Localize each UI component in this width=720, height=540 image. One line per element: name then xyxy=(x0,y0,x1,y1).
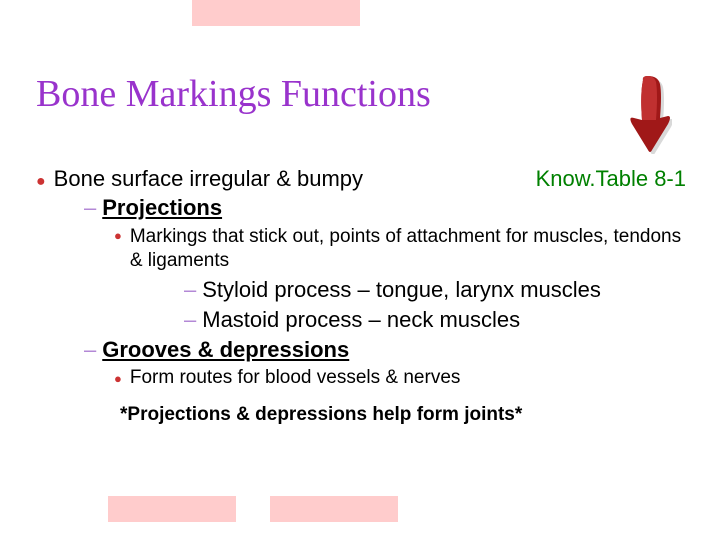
grooves-desc-row: ● Form routes for blood vessels & nerves xyxy=(114,367,696,390)
example-mastoid: – Mastoid process – neck muscles xyxy=(184,307,696,333)
down-arrow-icon xyxy=(628,74,672,154)
slide-title: Bone Markings Functions xyxy=(36,72,431,116)
projections-desc: Markings that stick out, points of attac… xyxy=(130,225,696,273)
content-body: ● Bone surface irregular & bumpy Know.Ta… xyxy=(36,166,696,426)
level1-text: Bone surface irregular & bumpy xyxy=(54,166,363,192)
projections-desc-row: ● Markings that stick out, points of att… xyxy=(114,225,696,273)
know-table-label: Know.Table 8-1 xyxy=(536,166,686,192)
decor-stripe-top xyxy=(192,0,360,26)
decor-stripe-bottom-1 xyxy=(108,496,236,522)
bullet-icon: ● xyxy=(114,368,122,390)
summary-line: *Projections & depressions help form joi… xyxy=(120,404,696,426)
bullet-icon: ● xyxy=(114,225,122,247)
projections-heading: – Projections xyxy=(84,195,696,221)
grooves-label: Grooves & depressions xyxy=(102,337,349,363)
example-styloid: – Styloid process – tongue, larynx muscl… xyxy=(184,277,696,303)
bullet-icon: ● xyxy=(36,169,46,195)
bullet-level1: ● Bone surface irregular & bumpy Know.Ta… xyxy=(36,166,696,195)
dash-icon: – xyxy=(84,195,96,221)
dash-icon: – xyxy=(184,277,196,303)
example-text: Mastoid process – neck muscles xyxy=(202,307,520,333)
grooves-heading: – Grooves & depressions xyxy=(84,337,696,363)
grooves-desc: Form routes for blood vessels & nerves xyxy=(130,367,461,389)
dash-icon: – xyxy=(184,307,196,333)
example-text: Styloid process – tongue, larynx muscles xyxy=(202,277,601,303)
decor-stripe-bottom-2 xyxy=(270,496,398,522)
projections-label: Projections xyxy=(102,195,222,221)
dash-icon: – xyxy=(84,337,96,363)
